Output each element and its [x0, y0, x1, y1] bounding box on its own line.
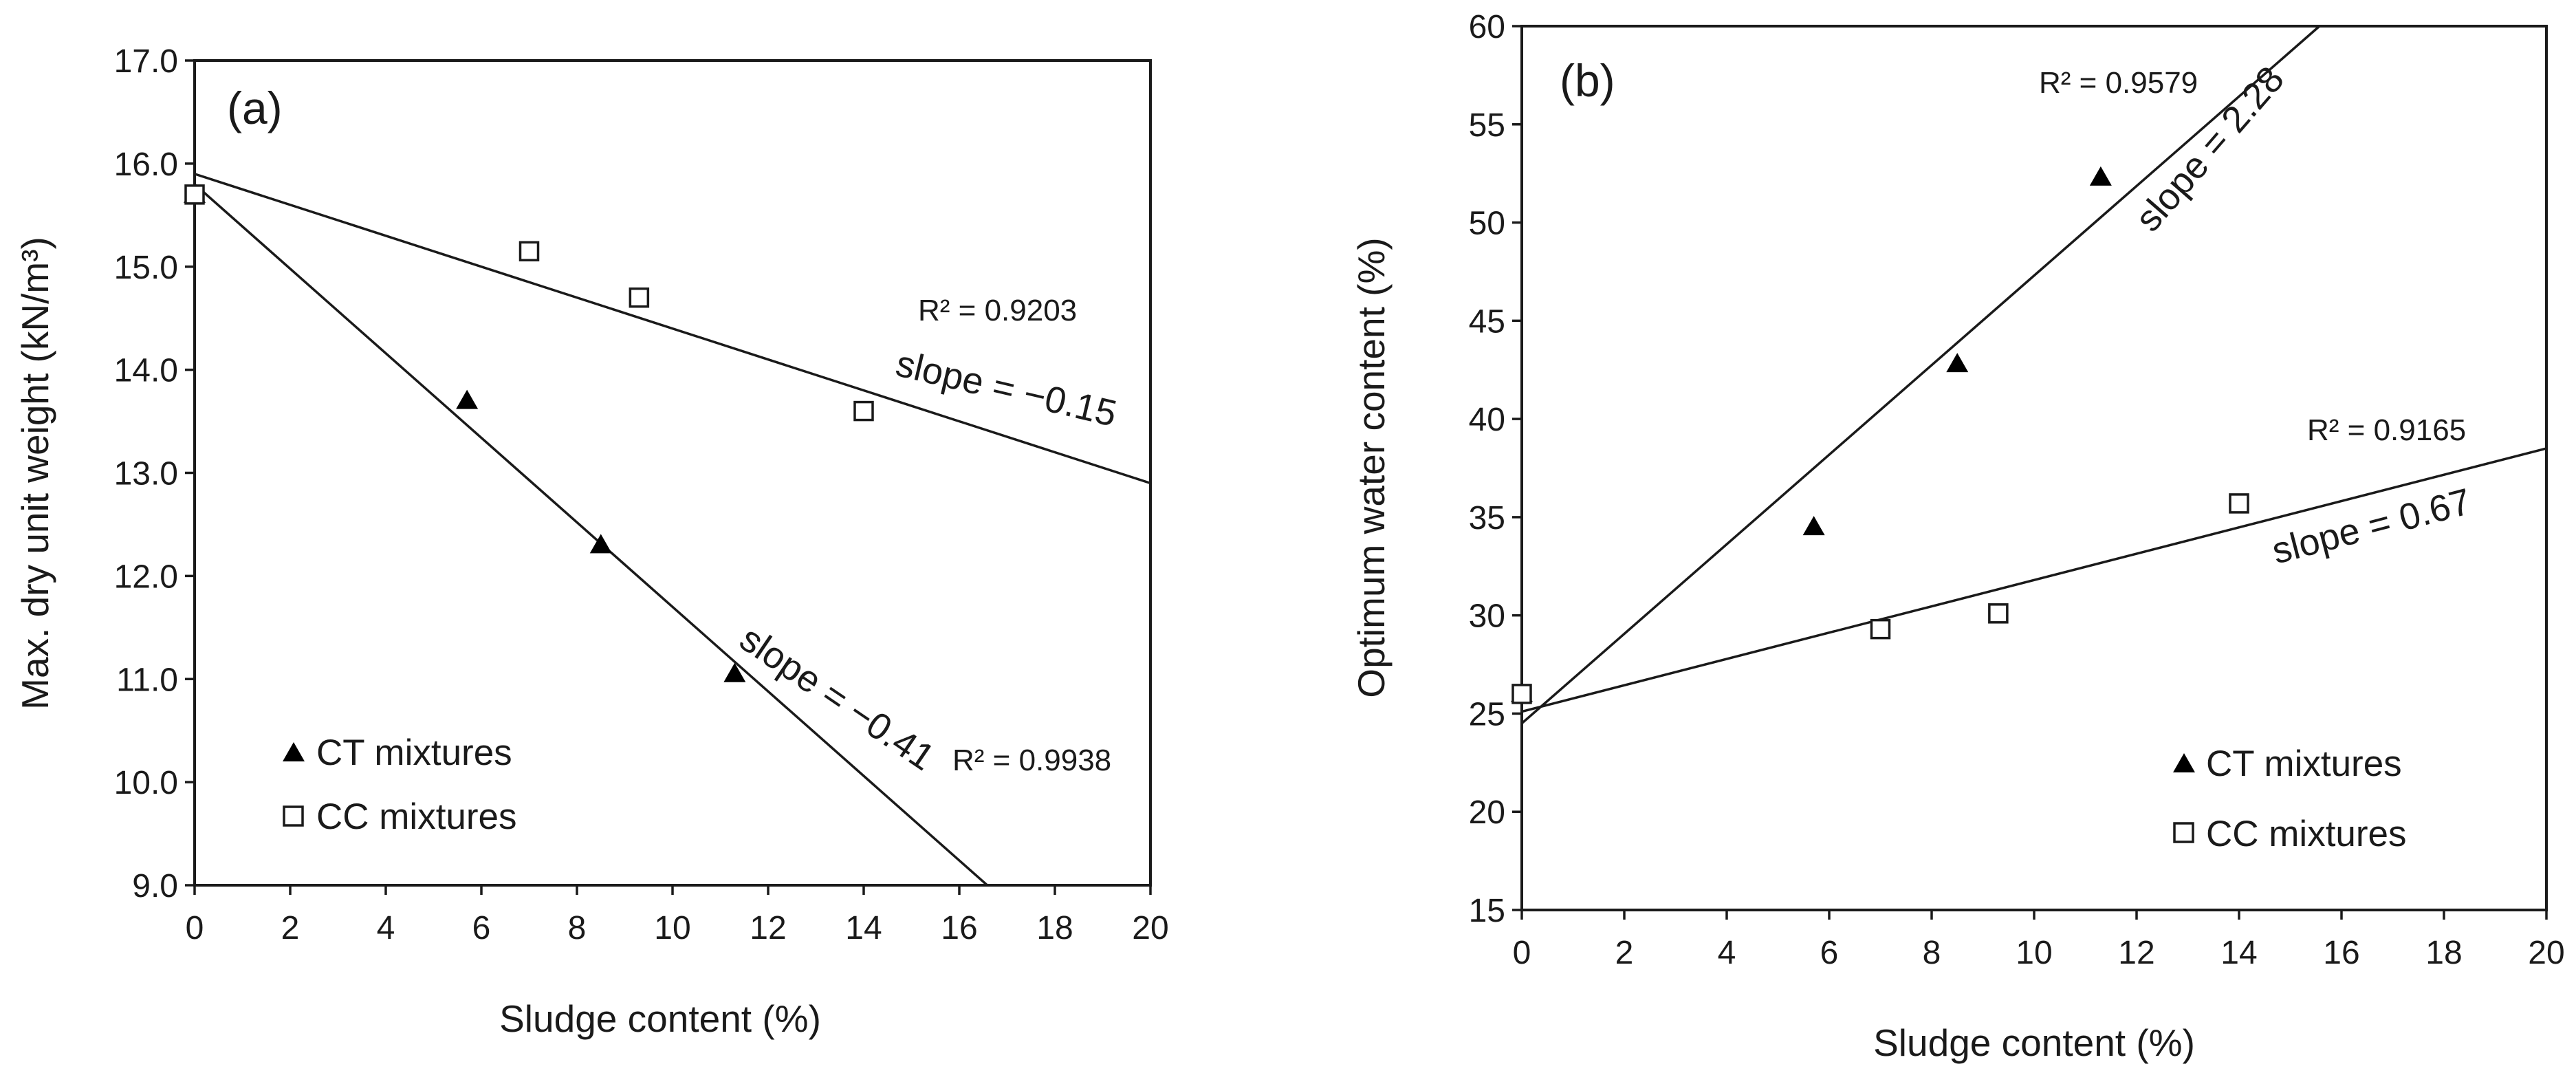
- chart-panel-a: 9.0 10.0 11.0 12.0 13.0 14.0 15.0 16.0 17.0 0 2 4 6…: [14, 43, 1169, 1040]
- cc-data-point: [1511, 684, 1532, 704]
- cc-data-point: [184, 184, 205, 205]
- y-tick-label: 9.0: [132, 868, 178, 904]
- trend-line-cc: [194, 173, 1151, 485]
- fit-lines-a: [193, 173, 1151, 887]
- x-tick-label: 12: [750, 910, 786, 946]
- y-tick-label: 13.0: [114, 456, 178, 492]
- legend-cc-marker-b: [2173, 822, 2194, 843]
- x-tick-label: 10: [654, 910, 690, 946]
- x-tick-label: 0: [186, 910, 204, 946]
- x-axis-label-a: Sludge content (%): [499, 997, 821, 1040]
- cc-data-point: [853, 400, 874, 422]
- trend-line-ct: [1520, 25, 2321, 725]
- legend-cc-label-b: CC mixtures: [2206, 814, 2407, 854]
- ct-data-point: [589, 534, 612, 554]
- x-axis-label-b: Sludge content (%): [1873, 1021, 2195, 1064]
- cc-data-point: [519, 241, 540, 262]
- y-tick-label: 35: [1469, 500, 1505, 536]
- x-tick-label: 6: [1820, 935, 1839, 971]
- y-tick-label: 16.0: [114, 147, 178, 183]
- y-tick-label: 10.0: [114, 765, 178, 801]
- y-tick-label: 20: [1469, 794, 1505, 831]
- y-tick-label: 30: [1469, 598, 1505, 635]
- slope-label-ct-a: slope = −0.41: [732, 618, 941, 779]
- panel-label-b: (b): [1560, 55, 1615, 106]
- x-tick-label: 20: [2528, 935, 2564, 971]
- x-tick-label: 0: [1513, 935, 1531, 971]
- x-tick-label: 20: [1132, 910, 1168, 946]
- r-squared-cc-b: R² = 0.9165: [2307, 413, 2466, 447]
- trend-line-cc: [1521, 447, 2547, 713]
- y-tick-label: 11.0: [116, 662, 178, 698]
- x-tick-label: 2: [281, 910, 300, 946]
- x-axis-ticks-a: 0 2 4 6 8 10 12 14 16 18 20: [186, 885, 1169, 946]
- data-points-a: [184, 183, 874, 682]
- x-tick-label: 8: [1923, 935, 1941, 971]
- y-tick-label: 55: [1469, 107, 1505, 144]
- r-squared-ct-a: R² = 0.9938: [952, 744, 1111, 777]
- legend-ct-marker-a: [283, 742, 305, 761]
- x-tick-label: 14: [845, 910, 882, 946]
- y-axis-ticks-b: 15 20 25 30 35 40 45 50 55 60: [1469, 9, 1522, 929]
- ct-data-point: [2089, 166, 2112, 186]
- x-tick-label: 18: [1036, 910, 1073, 946]
- cc-data-point: [2229, 493, 2249, 514]
- y-axis-ticks-a: 9.0 10.0 11.0 12.0 13.0 14.0 15.0 16.0 17.0: [114, 43, 195, 904]
- x-tick-label: 16: [941, 910, 977, 946]
- x-tick-label: 6: [472, 910, 491, 946]
- x-tick-label: 14: [2220, 935, 2257, 971]
- slope-label-cc-a: slope = −0.15: [892, 343, 1120, 435]
- y-tick-label: 17.0: [114, 43, 178, 80]
- x-tick-label: 18: [2425, 935, 2462, 971]
- chart-panel-b: 15 20 25 30 35 40 45 50 55 60 0 2 4 6 8 10 12 14 16 18 20 (…: [1350, 9, 2565, 1064]
- x-tick-label: 10: [2016, 935, 2052, 971]
- y-tick-label: 15.0: [114, 250, 178, 286]
- x-tick-label: 8: [568, 910, 587, 946]
- x-tick-label: 4: [377, 910, 395, 946]
- panel-label-a: (a): [227, 83, 283, 133]
- y-tick-label: 25: [1469, 696, 1505, 733]
- legend-cc-marker-a: [283, 805, 304, 827]
- data-points-b: [1511, 166, 2249, 704]
- legend-cc-label-a: CC mixtures: [316, 796, 517, 837]
- y-tick-label: 60: [1469, 9, 1505, 45]
- fit-lines-b: [1520, 25, 2547, 725]
- legend-ct-label-a: CT mixtures: [316, 733, 512, 773]
- y-axis-label-a: Max. dry unit weight (kN/m³): [14, 237, 56, 710]
- x-tick-label: 2: [1615, 935, 1634, 971]
- y-tick-label: 12.0: [114, 559, 178, 595]
- x-tick-label: 12: [2118, 935, 2154, 971]
- r-squared-ct-b: R² = 0.9579: [2039, 66, 2198, 100]
- x-tick-label: 16: [2323, 935, 2359, 971]
- ct-data-point: [1802, 516, 1825, 536]
- cc-data-point: [1988, 603, 2009, 624]
- cc-data-point: [1870, 618, 1891, 640]
- y-tick-label: 45: [1469, 303, 1505, 340]
- legend-ct-label-b: CT mixtures: [2206, 744, 2402, 784]
- y-tick-label: 40: [1469, 402, 1505, 438]
- cc-data-point: [629, 287, 650, 308]
- y-tick-label: 50: [1469, 206, 1505, 242]
- y-tick-label: 15: [1469, 893, 1505, 929]
- y-tick-label: 14.0: [114, 353, 178, 389]
- y-axis-label-b: Optimum water content (%): [1350, 237, 1393, 697]
- trend-line-ct: [193, 183, 988, 887]
- x-axis-ticks-b: 0 2 4 6 8 10 12 14 16 18 20: [1513, 910, 2565, 971]
- legend-ct-marker-b: [2173, 753, 2195, 772]
- x-tick-label: 4: [1718, 935, 1736, 971]
- ct-data-point: [456, 389, 479, 409]
- r-squared-cc-a: R² = 0.9203: [918, 294, 1077, 327]
- ct-data-point: [1946, 353, 1969, 373]
- ct-data-point: [723, 662, 746, 682]
